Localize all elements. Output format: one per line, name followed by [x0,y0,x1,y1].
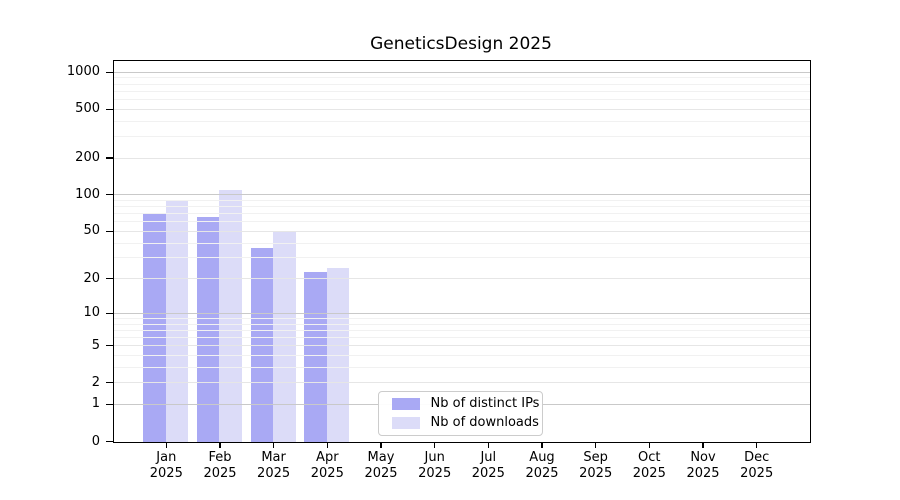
bar-downloads-apr [326,267,350,442]
y-tick-2 [106,382,113,384]
bar-downloads-jan [165,200,189,442]
y-tick-label-2: 2 [91,374,100,390]
legend-swatch-downloads [391,417,420,429]
gridline-y-900 [113,77,810,79]
x-tick-mar [272,443,275,448]
gridline-y-1000 [113,71,810,73]
y-tick-0 [106,440,113,443]
gridline-y-90 [113,199,810,201]
gridline-y-80 [113,206,810,208]
x-tick-may [380,443,382,448]
gridline-y-8 [113,323,810,325]
x-tick-nov [702,443,704,448]
gridline-y-7 [113,329,810,331]
y-tick-label-50: 50 [83,223,100,239]
x-tick-sep [595,443,597,448]
y-tick-label-20: 20 [83,270,100,286]
x-tick-jul [487,443,489,448]
x-tick-aug [541,443,543,448]
gridline-y-4 [113,355,810,356]
bar-distinct-ips-mar [250,247,274,442]
gridline-y-10 [113,312,810,314]
y-tick-label-0: 0 [91,433,100,449]
gridline-y-40 [113,242,810,244]
bar-downloads-feb [219,190,242,442]
legend-item-downloads: Nb of downloads [391,415,542,430]
x-tick-jan [165,443,167,448]
y-tick-label-1: 1 [91,396,100,412]
gridline-y-2 [113,382,810,384]
x-tick-label-aug: Aug 2025 [525,450,559,481]
gridline-y-3 [113,366,810,368]
y-tick-20 [106,278,113,280]
y-tick-5 [106,345,113,347]
gridline-y-500 [113,108,810,110]
x-tick-apr [326,443,328,448]
gridline-y-800 [113,83,810,85]
gridline-y-300 [113,135,810,137]
x-tick-oct [648,443,650,448]
plot-area: Nb of distinct IPs Nb of downloads [112,60,811,443]
x-tick-label-dec: Dec 2025 [740,450,774,481]
gridline-y-60 [113,221,810,223]
gridline-y-6 [113,337,810,338]
y-tick-label-5: 5 [91,337,100,353]
legend-item-distinct-ips: Nb of distinct IPs [391,396,542,411]
y-tick-label-500: 500 [75,101,100,117]
x-tick-label-nov: Nov 2025 [686,450,720,481]
gridline-y-50 [113,230,810,232]
y-tick-50 [106,230,113,232]
gridline-y-600 [113,99,810,100]
x-tick-label-jan: Jan 2025 [149,450,183,481]
gridline-y-700 [113,90,810,92]
y-tick-100 [106,194,113,196]
y-tick-label-200: 200 [75,150,100,165]
y-tick-1000 [106,71,113,73]
x-tick-label-may: May 2025 [364,450,398,481]
legend-label-downloads: Nb of downloads [430,415,539,430]
x-tick-label-oct: Oct 2025 [632,450,666,481]
legend: Nb of distinct IPs Nb of downloads [377,391,543,436]
y-tick-200 [106,157,113,159]
y-tick-label-100: 100 [75,186,100,202]
gridline-y-30 [113,257,810,259]
x-tick-dec [756,443,758,448]
x-tick-feb [219,443,221,448]
x-tick-label-apr: Apr 2025 [310,450,344,481]
legend-swatch-distinct-ips [391,398,420,410]
chart-title: GeneticsDesign 2025 [370,34,552,54]
gridline-y-20 [113,278,810,280]
legend-label-distinct-ips: Nb of distinct IPs [430,396,540,411]
bar-distinct-ips-feb [196,216,220,442]
bar-distinct-ips-apr [304,272,327,442]
x-tick-label-feb: Feb 2025 [203,450,237,481]
x-tick-label-mar: Mar 2025 [257,450,291,481]
gridline-y-400 [113,120,810,122]
x-tick-label-jun: Jun 2025 [418,450,452,481]
y-tick-500 [106,108,113,110]
bar-downloads-mar [273,231,296,442]
y-tick-label-10: 10 [83,305,100,321]
x-tick-label-jul: Jul 2025 [471,450,505,481]
gridline-y-200 [113,157,810,159]
x-tick-label-sep: Sep 2025 [579,450,613,481]
gridline-y-5 [113,345,810,347]
gridline-y-9 [113,317,810,319]
gridline-y-70 [113,213,810,215]
y-tick-label-1000: 1000 [66,64,100,80]
gridline-y-100 [113,194,810,196]
y-tick-1 [106,403,113,406]
y-tick-10 [106,312,113,314]
x-tick-jun [434,443,436,448]
bar-distinct-ips-jan [143,213,166,442]
